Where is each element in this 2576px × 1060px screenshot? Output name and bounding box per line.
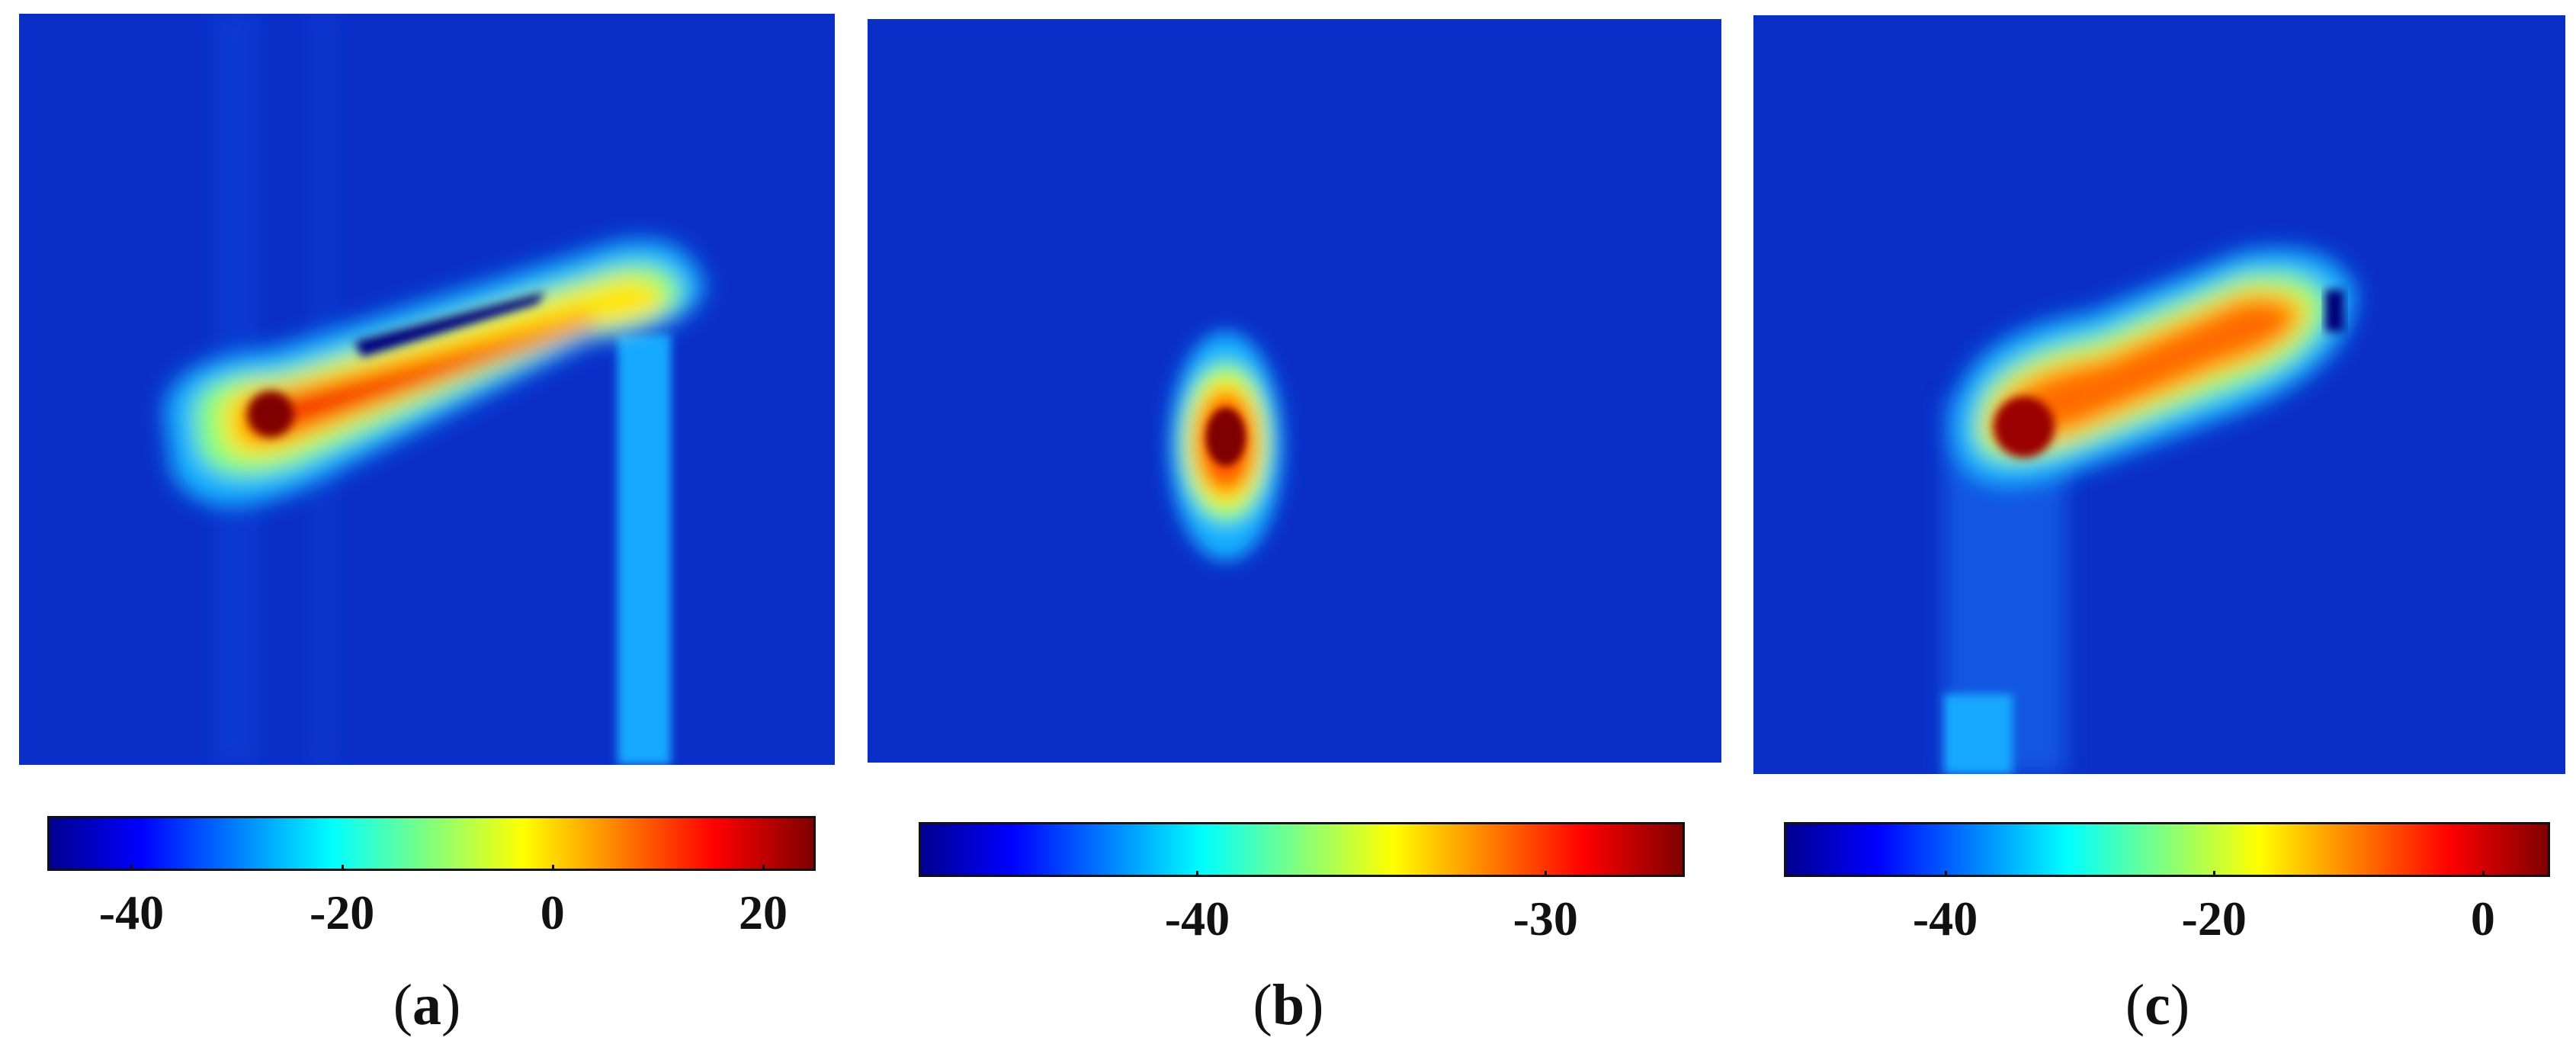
colorbar-tick-label: -30 [1513,891,1578,946]
heatmap-c-peak [1994,397,2055,458]
panel-a-caption-letter: a [412,973,441,1037]
colorbar-tick-label: -20 [309,885,375,940]
colorbar-tick-mark [2481,871,2485,877]
colorbar-tick-mark [1944,871,1947,877]
colorbar-tick-mark [2213,871,2216,877]
heatmap-a-svg [19,14,835,765]
heatmap-b-svg [868,19,1721,763]
panel-c-caption: (c) [2125,973,2190,1037]
colorbar-tick-mark [762,865,765,871]
colorbar-tick-label: 0 [2470,891,2495,946]
heatmap-a [19,14,835,765]
colorbar-c [1784,822,2550,877]
panel-b-caption-letter: b [1272,973,1305,1037]
colorbar-tick-mark [130,865,133,871]
heatmap-c-streak [1944,694,2013,774]
colorbar-tick-mark [1196,871,1199,877]
colorbar-tick-label: -40 [1164,891,1230,946]
heatmap-a-peak [248,391,294,437]
heatmap-b [868,19,1721,763]
panel-a-caption: (a) [393,973,461,1037]
colorbar-tick-mark [341,865,344,871]
colorbar-tick-mark [551,865,554,871]
panel-b-caption: (b) [1253,973,1324,1037]
heatmap-b-peak [1206,408,1246,466]
colorbar-tick-label: 0 [540,885,565,940]
colorbar-tick-label: -40 [98,885,165,940]
colorbar-tick-label: -20 [2181,891,2247,946]
colorbar-a [47,816,816,871]
heatmap-c [1753,15,2565,774]
colorbar-tick-label: 20 [738,885,788,940]
colorbar-b [919,822,1685,877]
heatmap-c-svg [1753,15,2565,774]
colorbar-tick-mark [1545,871,1548,877]
heatmap-a-pole [618,334,671,765]
colorbar-tick-label: -40 [1912,891,1978,946]
panel-c-caption-letter: c [2145,973,2170,1037]
